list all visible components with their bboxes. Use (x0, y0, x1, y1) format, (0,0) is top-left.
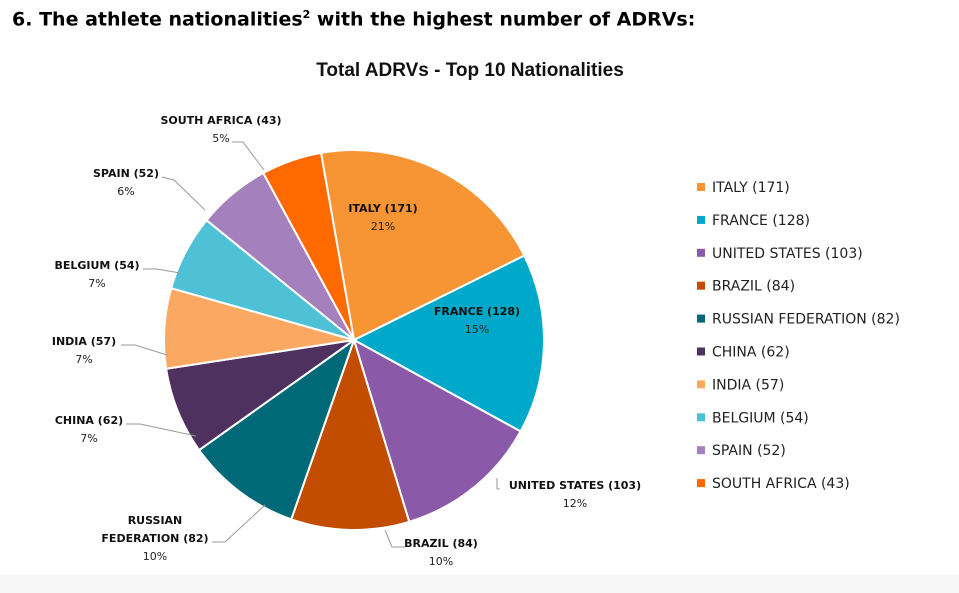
slice-label-russian-federation-line-1: RUSSIAN (128, 514, 183, 527)
legend-label-south-africa: SOUTH AFRICA (43) (712, 476, 850, 492)
slice-percent-brazil: 10% (429, 555, 453, 568)
pie-slice-italy (319, 149, 526, 342)
legend-label-spain: SPAIN (52) (712, 443, 786, 459)
slice-percent-italy: 21% (371, 220, 395, 233)
legend-label-belgium: BELGIUM (54) (712, 410, 809, 426)
leader-lines (121, 141, 500, 548)
pie-slice-brazil (289, 336, 411, 531)
section-number: 6. (12, 8, 33, 31)
legend-label-france: FRANCE (128) (712, 213, 810, 229)
legend-label-united-states: UNITED STATES (103) (712, 246, 863, 262)
section-heading-suffix: with the highest number of ADRVs: (310, 8, 696, 31)
slice-label-india: INDIA (57) (52, 335, 116, 348)
legend-swatch-belgium (697, 413, 705, 422)
legend-swatch-spain (697, 446, 705, 455)
slice-percent-united-states: 12% (563, 497, 587, 510)
footnote-marker: 2 (302, 8, 311, 21)
slice-label-belgium: BELGIUM (54) (54, 259, 139, 272)
legend-swatch-russian-federation (697, 314, 705, 323)
section-heading-text: The athlete nationalities (39, 8, 303, 31)
slice-label-china: CHINA (62) (55, 414, 123, 427)
legend-label-china: CHINA (62) (712, 345, 790, 361)
legend-swatch-china (697, 347, 705, 356)
slice-percent-belgium: 7% (88, 277, 105, 290)
slice-label-russian-federation-line-2: FEDERATION (82) (101, 532, 208, 545)
slice-label-spain: SPAIN (52) (93, 167, 159, 180)
leader-line-brazil (384, 529, 405, 548)
pie-slices (163, 149, 545, 531)
slice-label-france: FRANCE (128) (434, 305, 520, 318)
slice-labels: ITALY (171) 21% FRANCE (128) 15% UNITED STAT… (52, 114, 641, 568)
legend: ITALY (171) FRANCE (128) UNITED STATES (10… (697, 180, 900, 492)
legend-swatch-united-states (697, 248, 705, 257)
legend-swatch-brazil (697, 281, 705, 290)
leader-line-united-states (496, 478, 500, 490)
slice-label-united-states: UNITED STATES (103) (509, 479, 641, 492)
leader-line-belgium (143, 268, 181, 274)
legend-swatch-france (697, 215, 705, 224)
slice-percent-south-africa: 5% (212, 132, 229, 145)
leader-line-china (126, 423, 197, 437)
slice-label-south-africa: SOUTH AFRICA (43) (160, 114, 281, 127)
legend-label-russian-federation: RUSSIAN FEDERATION (82) (712, 312, 900, 328)
slice-label-italy: ITALY (171) (348, 202, 417, 215)
legend-label-india: INDIA (57) (712, 377, 784, 393)
chart-title: Total ADRVs - Top 10 Nationalities (316, 60, 624, 81)
section-heading: 6. The athlete nationalities2 with the h… (12, 8, 695, 30)
slice-percent-france: 15% (465, 323, 489, 336)
slice-percent-russian-federation: 10% (143, 550, 167, 563)
legend-swatch-south-africa (697, 479, 705, 488)
leader-line-india (121, 344, 168, 356)
slice-percent-india: 7% (75, 353, 92, 366)
legend-label-italy: ITALY (171) (712, 180, 790, 196)
pie-slice-south-africa (261, 151, 355, 341)
leader-line-south-africa (232, 141, 265, 171)
legend-swatch-italy (697, 183, 705, 191)
pie-slice-russian-federation (197, 337, 356, 521)
leader-line-spain (161, 176, 206, 211)
leader-line-russian-federation (212, 504, 266, 543)
slice-percent-china: 7% (80, 432, 97, 445)
page-footer-band (0, 575, 959, 593)
pie-slice-france (351, 254, 545, 433)
slice-label-brazil: BRAZIL (84) (404, 537, 478, 550)
legend-label-brazil: BRAZIL (84) (712, 279, 795, 295)
slice-percent-spain: 6% (117, 185, 134, 198)
legend-swatch-india (697, 380, 705, 389)
